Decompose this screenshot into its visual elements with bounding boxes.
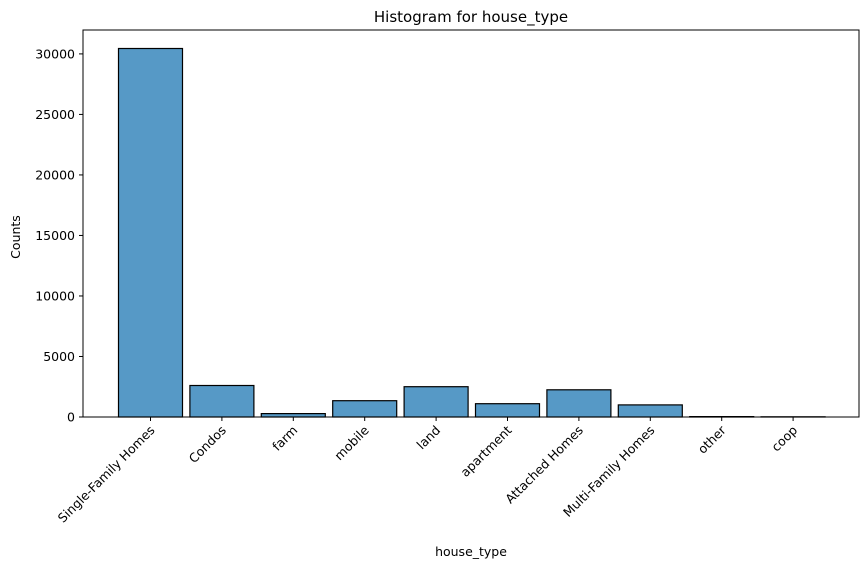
bar-land [403, 386, 469, 418]
y-ticks-group: 0 5000 10000 15000 20000 25000 30000 [35, 46, 83, 425]
x-axis-title: house_type [435, 544, 507, 559]
y-tick-label: 0 [67, 410, 75, 425]
x-tick-label: Attached Homes [502, 423, 586, 507]
x-tick-label: apartment [457, 422, 514, 479]
y-tick-label: 25000 [35, 107, 75, 122]
chart-title: Histogram for house_type [374, 8, 568, 27]
bar-attached-homes [546, 389, 612, 418]
bar-farm [260, 413, 326, 418]
y-tick-label: 10000 [35, 288, 75, 303]
bar-apartment [474, 403, 541, 418]
x-tick-label: Condos [186, 423, 229, 466]
bar-mobile [332, 400, 398, 418]
axes-group [82, 29, 860, 418]
bar-multi-family-homes [617, 404, 683, 418]
x-tick-label: other [695, 422, 730, 457]
y-tick-label: 20000 [35, 167, 75, 182]
x-ticks-group: Single-Family Homes Condos farm mobile land a… [55, 417, 800, 526]
bars-group [117, 47, 826, 418]
plot-frame [82, 29, 860, 418]
x-tick-label: land [414, 423, 444, 453]
bar-condos [189, 384, 255, 418]
y-tick-label: 5000 [43, 349, 75, 364]
y-tick-label: 15000 [35, 228, 75, 243]
x-tick-label: mobile [331, 422, 372, 463]
bar-single-family-homes [117, 47, 184, 418]
y-axis-title: Counts [8, 215, 23, 259]
x-tick-label: Single-Family Homes [55, 423, 158, 526]
y-tick-label: 30000 [35, 46, 75, 61]
x-tick-label: coop [768, 422, 800, 454]
x-tick-label: farm [269, 423, 300, 454]
